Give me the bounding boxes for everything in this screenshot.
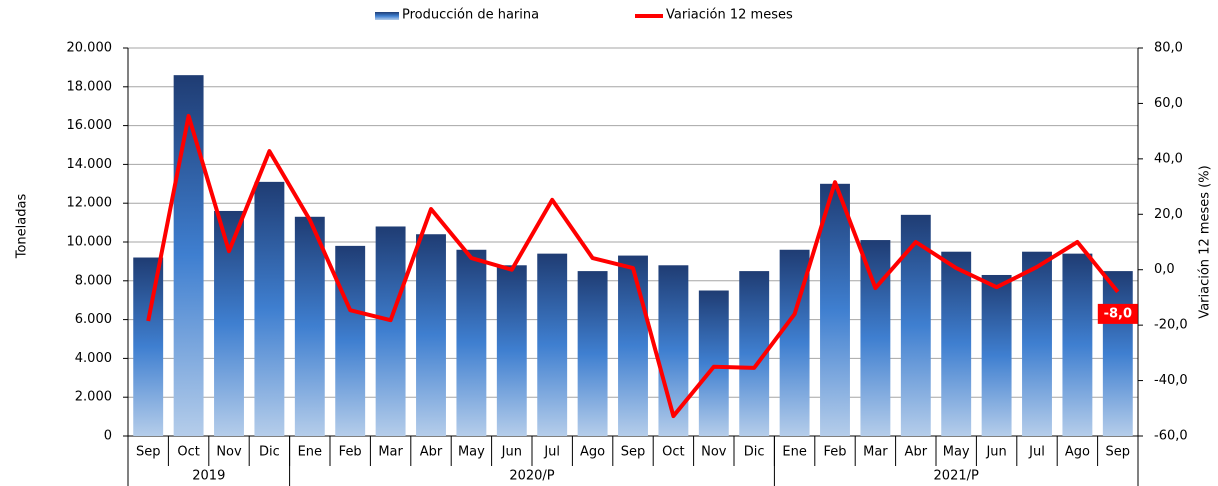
- bar: [133, 257, 164, 436]
- x-tick-label: Sep: [621, 445, 646, 460]
- line: [146, 113, 1120, 419]
- x-tick-label: Mar: [863, 445, 888, 460]
- x-tick-label: Jun: [985, 445, 1006, 460]
- y-tick-label: 0: [104, 429, 112, 444]
- y-tick-label: 20.000: [67, 41, 113, 56]
- legend-label: Variación 12 meses: [666, 8, 793, 23]
- y2-tick-label: 60,0: [1154, 96, 1183, 111]
- legend-label: Producción de harina: [402, 8, 539, 23]
- x-tick-label: Sep: [136, 445, 161, 460]
- legend-swatch: [375, 12, 399, 20]
- x-tick-label: Oct: [662, 445, 684, 460]
- group-label: 2020/P: [509, 469, 554, 484]
- x-tick-label: May: [943, 445, 970, 460]
- y-tick-label: 2.000: [75, 390, 112, 405]
- bar: [173, 75, 204, 436]
- x-tick-label: Oct: [177, 445, 199, 460]
- y-tick-label: 16.000: [67, 118, 113, 133]
- x-tick-label: Nov: [216, 445, 242, 460]
- bar: [496, 265, 527, 436]
- x-tick-label: Ago: [1065, 445, 1090, 460]
- group-label: 2019: [192, 469, 225, 484]
- bar: [375, 226, 406, 436]
- y-tick-label: 14.000: [67, 157, 113, 172]
- bar: [537, 253, 568, 436]
- y2-tick-label: 80,0: [1154, 41, 1183, 56]
- bar: [456, 249, 487, 436]
- y2-tick-label: 20,0: [1154, 207, 1183, 222]
- y2-tick-label: -20,0: [1154, 318, 1188, 333]
- y-tick-label: 10.000: [67, 235, 113, 250]
- bar: [1062, 253, 1093, 436]
- y2-axis-title: Variación 12 meses (%): [1198, 165, 1213, 318]
- y2-tick-label: 40,0: [1154, 151, 1183, 166]
- bar: [416, 234, 446, 436]
- bar: [1022, 251, 1052, 436]
- x-tick-label: Dic: [744, 445, 765, 460]
- bar: [294, 216, 325, 436]
- x-tick-label: Jun: [501, 445, 522, 460]
- y-tick-label: 6.000: [75, 312, 112, 327]
- bar: [981, 274, 1012, 436]
- y2-tick-label: -40,0: [1154, 373, 1188, 388]
- y2-tick-label: 0,0: [1154, 262, 1175, 277]
- bar: [254, 181, 285, 436]
- x-tick-label: Jul: [543, 445, 560, 460]
- value-label: -8,0: [1104, 306, 1132, 321]
- bar: [820, 183, 850, 436]
- bar: [941, 251, 972, 436]
- x-tick-label: Ene: [782, 445, 806, 460]
- bar: [860, 240, 891, 436]
- x-tick-label: Ago: [580, 445, 605, 460]
- group-label: 2021/P: [934, 469, 979, 484]
- bar: [618, 255, 648, 436]
- bar: [335, 245, 366, 436]
- y-tick-label: 18.000: [67, 79, 113, 94]
- x-tick-label: Nov: [701, 445, 727, 460]
- x-tick-label: May: [458, 445, 485, 460]
- y-tick-label: 12.000: [67, 196, 113, 211]
- value-label-box: [1097, 303, 1138, 324]
- x-tick-label: Abr: [420, 445, 443, 460]
- x-tick-label: Feb: [339, 445, 362, 460]
- y-tick-label: 4.000: [75, 351, 112, 366]
- x-tick-label: Abr: [905, 445, 928, 460]
- bar: [577, 271, 608, 436]
- bar: [1102, 271, 1133, 436]
- bar: [698, 290, 729, 436]
- bar: [658, 265, 689, 436]
- x-tick-label: Mar: [378, 445, 403, 460]
- y-axis-title: Toneladas: [15, 194, 30, 260]
- x-tick-label: Jul: [1028, 445, 1045, 460]
- y2-tick-label: -60,0: [1154, 429, 1188, 444]
- x-tick-label: Ene: [298, 445, 322, 460]
- x-tick-label: Dic: [259, 445, 280, 460]
- y-tick-label: 8.000: [75, 273, 112, 288]
- x-tick-label: Feb: [823, 445, 846, 460]
- x-tick-label: Sep: [1106, 445, 1131, 460]
